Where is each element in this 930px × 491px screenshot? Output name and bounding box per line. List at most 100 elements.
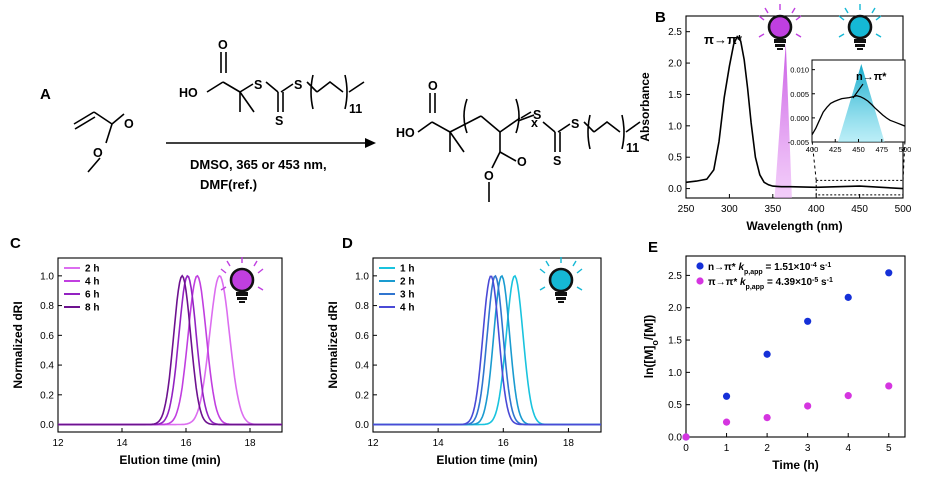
bulb-glass bbox=[767, 14, 793, 40]
c-legend-label: 6 h bbox=[85, 290, 99, 301]
inset-xtick-label: 400 bbox=[806, 145, 819, 154]
inset-xtick-label: 425 bbox=[829, 145, 842, 154]
b-ytick-label: 1.0 bbox=[668, 121, 682, 132]
e-xtick-label: 3 bbox=[805, 443, 811, 454]
e-legend-label: n→π* kp,app = 1.51×10-4 s-1 bbox=[708, 262, 831, 276]
e-legend-label: π→π* kp,app = 4.39×10-5 s-1 bbox=[708, 277, 833, 291]
zoom-region-box bbox=[815, 179, 904, 196]
e-legend-marker bbox=[696, 277, 704, 285]
bulb-glass bbox=[847, 14, 873, 40]
cta-o: O bbox=[218, 38, 228, 52]
light-ray bbox=[572, 260, 577, 267]
e-xtick-label: 4 bbox=[845, 443, 851, 454]
panel-label-c: C bbox=[10, 235, 21, 252]
panel-c-sec-chart: C 12 14 16 18 0.0 0.2 0.4 0.6 0.8 1.0 Elution time… bbox=[10, 235, 283, 467]
d-ytick-label: 0.6 bbox=[355, 331, 369, 342]
light-ray bbox=[539, 268, 546, 274]
e-point-n-pi bbox=[885, 269, 893, 277]
light-ray bbox=[257, 268, 264, 274]
light-ray bbox=[220, 268, 227, 274]
panel-label-e: E bbox=[648, 239, 658, 256]
e-point-n-pi bbox=[844, 293, 852, 301]
c-xtick-label: 16 bbox=[180, 438, 192, 449]
bulb-base-1 bbox=[854, 39, 866, 43]
conditions-line1: DMSO, 365 or 453 nm, bbox=[190, 157, 327, 172]
e-ylabel-post: /[M]) bbox=[642, 315, 656, 340]
cyan-lightbulb-icon bbox=[539, 257, 583, 303]
light-ray bbox=[226, 260, 231, 267]
c-legend-label: 2 h bbox=[85, 264, 99, 275]
product-s1: S bbox=[533, 108, 541, 122]
d-legend-label: 2 h bbox=[400, 277, 414, 288]
c-ytick-label: 0.0 bbox=[40, 420, 54, 431]
product-s3: S bbox=[553, 154, 561, 168]
e-point-pi-pi bbox=[844, 392, 852, 400]
cta-s1: S bbox=[254, 78, 262, 92]
e-ylabel-sub: o bbox=[650, 340, 660, 346]
e-xtick-label: 0 bbox=[683, 443, 689, 454]
panel-label-a: A bbox=[40, 86, 51, 103]
purple-emission-band bbox=[774, 42, 792, 198]
annotation-n-pi-star: n→π* bbox=[856, 71, 887, 83]
product-s2: S bbox=[571, 117, 579, 131]
e-ytick-label: 0.0 bbox=[668, 433, 682, 444]
inset-ytick-label: 0.005 bbox=[790, 90, 809, 99]
bulb-base-2 bbox=[855, 44, 865, 47]
b-xtick-label: 350 bbox=[764, 204, 781, 215]
bulb-base-1 bbox=[774, 39, 786, 43]
cta-subscript: 11 bbox=[349, 102, 362, 116]
light-ray bbox=[253, 260, 258, 267]
bulb-base-1 bbox=[555, 292, 567, 296]
product-o2: O bbox=[517, 155, 527, 169]
b-xtick-label: 450 bbox=[851, 204, 868, 215]
d-ytick-label: 0.8 bbox=[355, 301, 369, 312]
e-legend-exp: -4 bbox=[811, 262, 817, 269]
light-ray bbox=[220, 286, 227, 291]
light-ray bbox=[871, 7, 876, 14]
d-ylabel: Normalized dRI bbox=[326, 301, 340, 388]
e-ytick-label: 0.5 bbox=[668, 400, 682, 411]
e-point-pi-pi bbox=[763, 414, 771, 422]
absorbance-line bbox=[685, 35, 904, 190]
panel-b-absorbance-chart: B 250 300 350 400 450 500 0.0 0.5 1.0 1.5 2.0 2.5 Wa… bbox=[638, 4, 912, 233]
e-ytick-label: 1.0 bbox=[668, 368, 682, 379]
e-legend-prefix: π→π* bbox=[708, 277, 740, 288]
e-legend-k: k bbox=[738, 262, 744, 273]
e-point-n-pi bbox=[722, 392, 731, 400]
cyan-emission-band bbox=[838, 64, 885, 142]
light-ray bbox=[758, 33, 765, 38]
inset-ytick-label: 0.010 bbox=[790, 66, 809, 75]
e-legend-marker bbox=[696, 262, 704, 270]
inset-xtick-label: 475 bbox=[875, 145, 888, 154]
light-ray bbox=[539, 286, 546, 291]
light-ray bbox=[795, 33, 802, 38]
c-legend-label: 4 h bbox=[85, 277, 99, 288]
d-legend-label: 4 h bbox=[400, 303, 414, 314]
light-ray bbox=[764, 7, 769, 14]
light-ray bbox=[791, 7, 796, 14]
conditions-line2: DMF(ref.) bbox=[200, 177, 257, 192]
e-legend-unit-exp: -1 bbox=[827, 277, 833, 284]
e-xtick-label: 1 bbox=[724, 443, 730, 454]
e-legend-sub: p,app bbox=[744, 269, 763, 276]
e-ytick-label: 2.5 bbox=[668, 271, 682, 282]
d-frame bbox=[372, 257, 602, 433]
e-ytick-label: 2.0 bbox=[668, 303, 682, 314]
c-ytick-label: 0.2 bbox=[40, 390, 54, 401]
panel-label-b: B bbox=[655, 9, 666, 26]
e-xtick-label: 5 bbox=[886, 443, 892, 454]
d-xtick-label: 18 bbox=[563, 438, 575, 449]
d-xtick-label: 14 bbox=[433, 438, 445, 449]
product-o3: O bbox=[484, 169, 494, 183]
e-legend-sub: p,app bbox=[746, 284, 765, 291]
e-legend-k: k bbox=[740, 277, 746, 288]
light-ray bbox=[758, 15, 765, 21]
d-xlabel: Elution time (min) bbox=[436, 453, 537, 467]
e-legend-value: = 4.39×10 bbox=[764, 277, 812, 288]
inset-ytick-label: 0.000 bbox=[790, 114, 809, 123]
bulb-base-3 bbox=[239, 301, 245, 303]
light-ray bbox=[875, 15, 882, 21]
d-ytick-label: 0.2 bbox=[355, 390, 369, 401]
annotation-pi-pi-star: π→π* bbox=[704, 32, 743, 47]
e-frame bbox=[685, 255, 906, 438]
